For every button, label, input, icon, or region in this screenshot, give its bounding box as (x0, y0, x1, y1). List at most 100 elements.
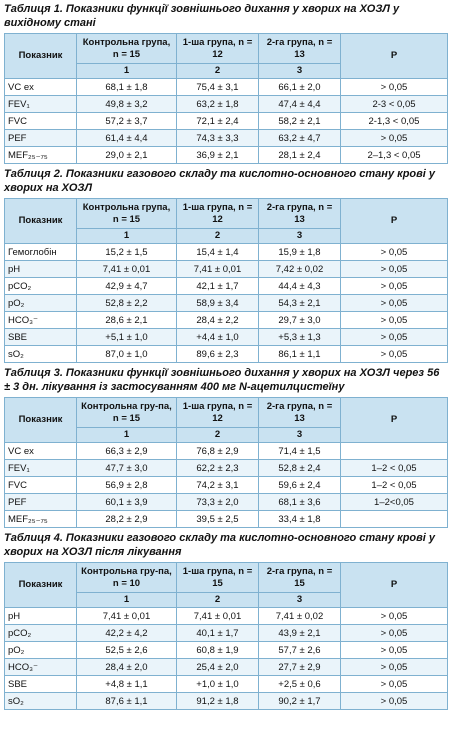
table-cell: 28,4 ± 2,0 (76, 658, 177, 676)
table-cell: HCO₃⁻ (4, 658, 77, 676)
table-cell: 58,2 ± 2,1 (258, 112, 341, 130)
table-cell: > 0,05 (340, 692, 448, 710)
header-cell: 3 (258, 63, 341, 79)
table-cell: 28,1 ± 2,4 (258, 146, 341, 164)
table-cell: 54,3 ± 2,1 (258, 294, 341, 312)
table-cell: 15,2 ± 1,5 (76, 243, 177, 261)
table-cell: 52,8 ± 2,2 (76, 294, 177, 312)
table-cell: > 0,05 (340, 607, 448, 625)
table-cell: 86,1 ± 1,1 (258, 345, 341, 363)
table-cell: 28,4 ± 2,2 (176, 311, 259, 329)
table-row: HCO₃⁻ 28,6 ± 2,1 28,4 ± 2,2 29,7 ± 3,0 > 0,0… (4, 311, 448, 329)
table-cell: 63,2 ± 4,7 (258, 129, 341, 147)
table-cell: PEF (4, 493, 77, 511)
table-cell: 7,41 ± 0,02 (258, 607, 341, 625)
table-cell: 33,4 ± 1,8 (258, 510, 341, 528)
table-cell: > 0,05 (340, 78, 448, 96)
table-row: FEV₁ 49,8 ± 3,2 63,2 ± 1,8 47,4 ± 4,4 2-3 < … (4, 95, 448, 113)
table-cell: 58,9 ± 3,4 (176, 294, 259, 312)
header-row: Показник Контрольна гру-па, n = 15 1-ша гр… (4, 397, 448, 443)
table-cell: +5,3 ± 1,3 (258, 328, 341, 346)
header-cell: Контрольна група, n = 15 (76, 33, 177, 64)
table-cell: HCO₃⁻ (4, 311, 77, 329)
table-cell: MEF₂₅₋₇₅ (4, 510, 77, 528)
header-cell: 2-га група, n = 13 (258, 397, 341, 428)
table-row: sO₂ 87,6 ± 1,1 91,2 ± 1,8 90,2 ± 1,7 > 0,05 (4, 692, 448, 710)
table-cell: 61,4 ± 4,4 (76, 129, 177, 147)
header-cell: 2 (176, 427, 259, 443)
table-cell: 63,2 ± 1,8 (176, 95, 259, 113)
table-cell: 74,2 ± 3,1 (176, 476, 259, 494)
header-cell: Контрольна гру-па, n = 15 (76, 397, 177, 428)
table-cell: sO₂ (4, 692, 77, 710)
table-cell: +4,8 ± 1,1 (76, 675, 177, 693)
data-table: Показник Контрольна група, n = 15 1-ша гру… (4, 33, 448, 164)
table-title: Таблиця 2. Показники газового складу та … (4, 168, 436, 194)
table-row: VC ex 68,1 ± 1,8 75,4 ± 3,1 66,1 ± 2,0 > 0,0… (4, 78, 448, 96)
header-cell: 2-га група, n = 13 (258, 33, 341, 64)
header-cell: 1 (76, 228, 177, 244)
table-title: Таблиця 1. Показники функції зовнішнього… (4, 3, 400, 29)
table-cell: > 0,05 (340, 328, 448, 346)
table-cell: 91,2 ± 1,8 (176, 692, 259, 710)
table-cell: 71,4 ± 1,5 (258, 442, 341, 460)
table-row: FVC 56,9 ± 2,8 74,2 ± 3,1 59,6 ± 2,4 1–2 < 0… (4, 476, 448, 494)
table-row: VC ex 66,3 ± 2,9 76,8 ± 2,9 71,4 ± 1,5 (4, 442, 448, 460)
table-cell: 42,9 ± 4,7 (76, 277, 177, 295)
table-row: sO₂ 87,0 ± 1,0 89,6 ± 2,3 86,1 ± 1,1 > 0,05 (4, 345, 448, 363)
table-cell: pCO₂ (4, 277, 77, 295)
header-cell: P (340, 562, 448, 608)
table-cell: pCO₂ (4, 624, 77, 642)
table-cell: 28,2 ± 2,9 (76, 510, 177, 528)
table-cell: 47,4 ± 4,4 (258, 95, 341, 113)
table-cell: 49,8 ± 3,2 (76, 95, 177, 113)
data-table: Показник Контрольна група, n = 15 1-ша гру… (4, 198, 448, 363)
table-cell: +2,5 ± 0,6 (258, 675, 341, 693)
table-cell: 57,7 ± 2,6 (258, 641, 341, 659)
table-cell: > 0,05 (340, 129, 448, 147)
table-cell: > 0,05 (340, 243, 448, 261)
header-cell: 3 (258, 592, 341, 608)
table-cell: SBE (4, 328, 77, 346)
table-cell: 66,1 ± 2,0 (258, 78, 341, 96)
table-cell: > 0,05 (340, 260, 448, 278)
table-cell: +1,0 ± 1,0 (176, 675, 259, 693)
header-cell: 1-ша група, n = 12 (176, 397, 259, 428)
header-cell: 1 (76, 592, 177, 608)
table-cell: 7,41 ± 0,01 (76, 607, 177, 625)
header-cell: Показник (4, 562, 77, 608)
table-cell: MEF₂₅₋₇₅ (4, 146, 77, 164)
table-cell: 56,9 ± 2,8 (76, 476, 177, 494)
header-cell: 2-га група, n = 15 (258, 562, 341, 593)
table-cell: FVC (4, 112, 77, 130)
table-cell: Гемоглобін (4, 243, 77, 261)
table-cell: 29,7 ± 3,0 (258, 311, 341, 329)
table-cell: pO₂ (4, 641, 77, 659)
table-cell: 1–2 < 0,05 (340, 459, 448, 477)
header-cell: 1 (76, 427, 177, 443)
header-cell: 1-ша група, n = 15 (176, 562, 259, 593)
table-cell: 1–2 < 0,05 (340, 476, 448, 494)
document: Таблиця 1. Показники функції зовнішнього… (0, 2, 451, 710)
header-row: Показник Контрольна група, n = 15 1-ша гру… (4, 33, 448, 79)
header-cell: Показник (4, 397, 77, 443)
table-cell: 90,2 ± 1,7 (258, 692, 341, 710)
table-cell: 42,1 ± 1,7 (176, 277, 259, 295)
table-cell: 52,8 ± 2,4 (258, 459, 341, 477)
header-cell: Показник (4, 198, 77, 244)
table-cell: 29,0 ± 2,1 (76, 146, 177, 164)
table-row: PEF 60,1 ± 3,9 73,3 ± 2,0 68,1 ± 3,6 1–2<0,0… (4, 493, 448, 511)
table-row: PEF 61,4 ± 4,4 74,3 ± 3,3 63,2 ± 4,7 > 0,05 (4, 129, 448, 147)
table-cell: 89,6 ± 2,3 (176, 345, 259, 363)
table-cell: 2-1,3 < 0,05 (340, 112, 448, 130)
header-cell: 1 (76, 63, 177, 79)
table-cell: 28,6 ± 2,1 (76, 311, 177, 329)
table-cell: 1–2<0,05 (340, 493, 448, 511)
table-cell: 40,1 ± 1,7 (176, 624, 259, 642)
header-cell: 2 (176, 63, 259, 79)
table-row: pO₂ 52,5 ± 2,6 60,8 ± 1,9 57,7 ± 2,6 > 0,05 (4, 641, 448, 659)
table-cell: 2-3 < 0,05 (340, 95, 448, 113)
